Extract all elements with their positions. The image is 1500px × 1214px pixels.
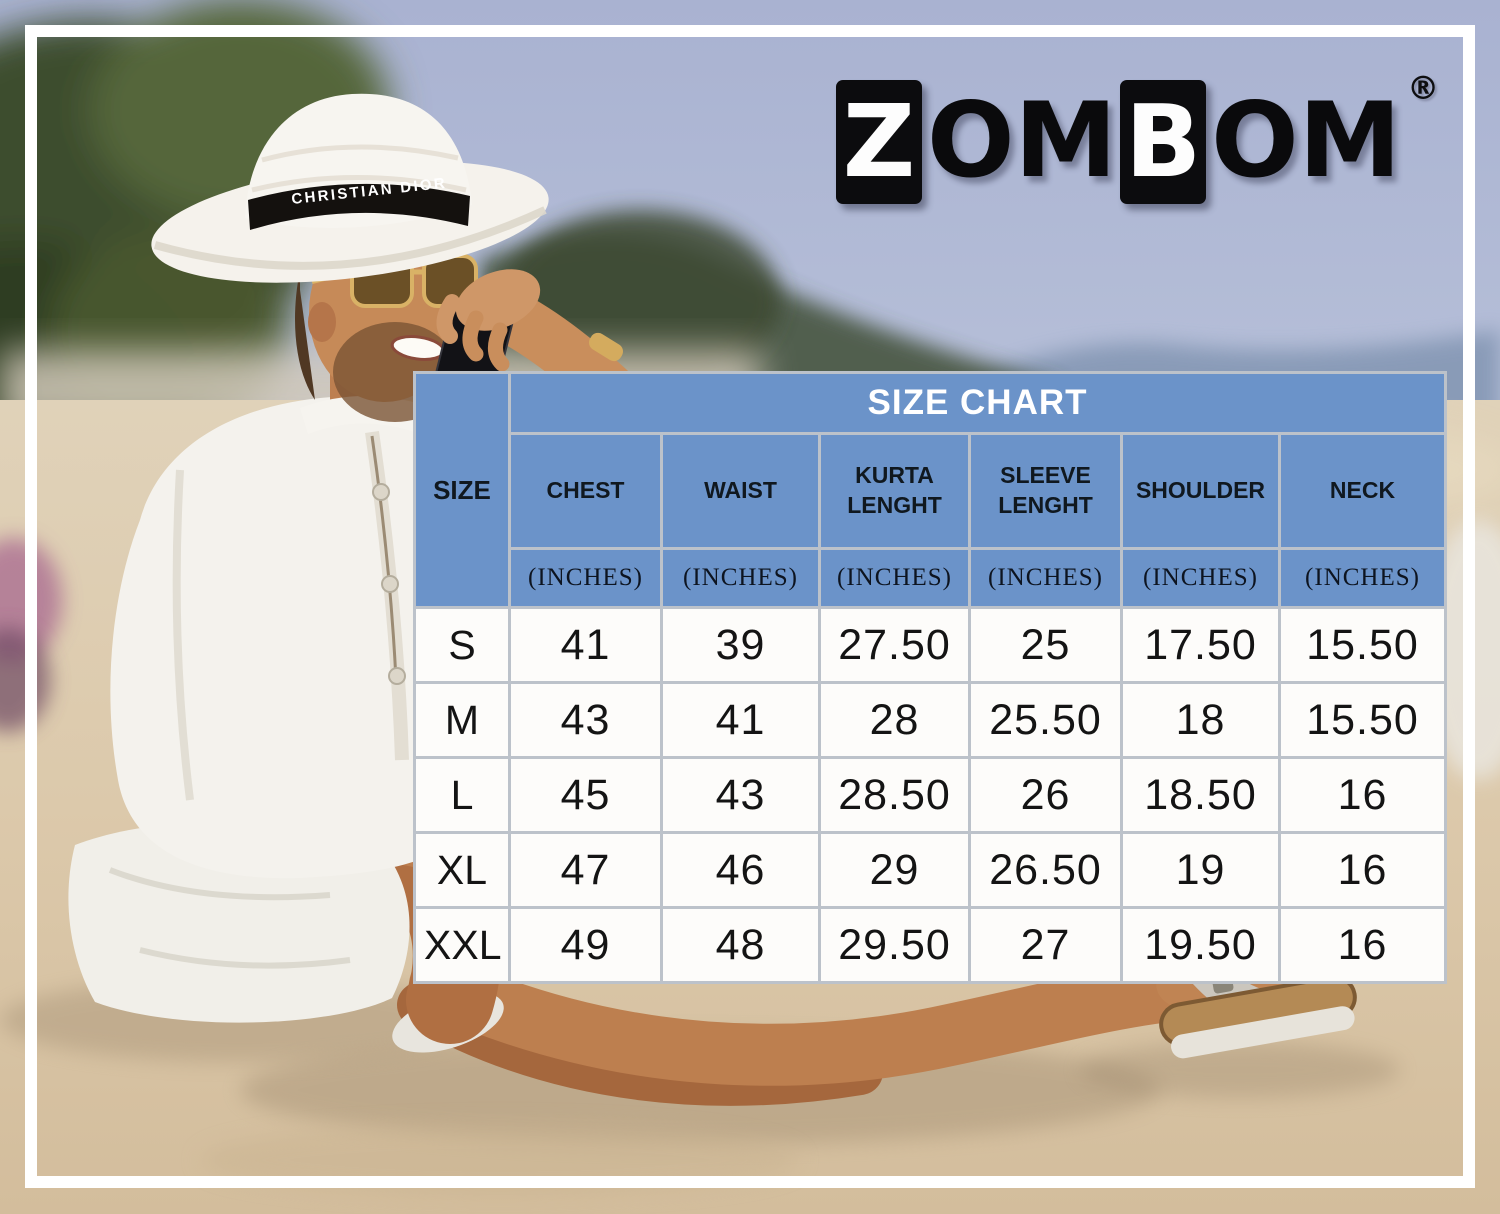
size-row-xxl: XXL 49 48 29.50 27 19.50 16 xyxy=(413,906,1448,984)
size-row-l: L 45 43 28.50 26 18.50 16 xyxy=(413,756,1448,834)
value-cell: 49 xyxy=(508,906,663,984)
value-cell: 28.50 xyxy=(818,756,971,834)
value-cell: 39 xyxy=(660,606,821,684)
placket-line xyxy=(370,435,398,681)
value-cell: 43 xyxy=(660,756,821,834)
value-cell: 47 xyxy=(508,831,663,909)
value-cell: 15.50 xyxy=(1277,606,1448,684)
column-header-neck: NECK xyxy=(1277,432,1448,550)
column-header-chest: CHEST xyxy=(508,432,663,550)
unit-label: (INCHES) xyxy=(660,547,821,609)
value-cell: 19.50 xyxy=(1120,906,1281,984)
logo-letters-om: OM xyxy=(1211,81,1402,201)
size-cell: XXL xyxy=(413,906,511,984)
size-chart-table: SIZE SIZE CHART CHEST WAIST KURTA LENGHT… xyxy=(413,371,1448,984)
size-row-s: S 41 39 27.50 25 17.50 15.50 xyxy=(413,606,1448,684)
column-header-kurta-length: KURTA LENGHT xyxy=(818,432,971,550)
unit-label: (INCHES) xyxy=(1120,547,1281,609)
value-cell: 48 xyxy=(660,906,821,984)
button xyxy=(388,667,406,685)
value-cell: 26 xyxy=(968,756,1123,834)
logo-letter-b-tile: B xyxy=(1120,80,1207,204)
value-cell: 25.50 xyxy=(968,681,1123,759)
value-cell: 26.50 xyxy=(968,831,1123,909)
shorts-folds xyxy=(108,867,351,969)
blurred-object xyxy=(0,628,50,732)
value-cell: 16 xyxy=(1277,906,1448,984)
value-cell: 43 xyxy=(508,681,663,759)
size-column-header: SIZE xyxy=(413,371,511,609)
value-cell: 46 xyxy=(660,831,821,909)
size-cell: S xyxy=(413,606,511,684)
column-header-sleeve-length: SLEEVE LENGHT xyxy=(968,432,1123,550)
logo-letters-om: OM xyxy=(927,81,1118,201)
size-row-xl: XL 47 46 29 26.50 19 16 xyxy=(413,831,1448,909)
hand xyxy=(436,269,541,372)
value-cell: 45 xyxy=(508,756,663,834)
gold-watch xyxy=(588,332,624,362)
sand-shadow xyxy=(1080,1042,1400,1098)
value-cell: 17.50 xyxy=(1120,606,1281,684)
size-cell: XL xyxy=(413,831,511,909)
unit-label: (INCHES) xyxy=(1277,547,1448,609)
hat-band xyxy=(248,183,470,230)
value-cell: 27.50 xyxy=(818,606,971,684)
unit-label: (INCHES) xyxy=(508,547,663,609)
leg xyxy=(409,954,1191,1086)
value-cell: 15.50 xyxy=(1277,681,1448,759)
value-cell: 18.50 xyxy=(1120,756,1281,834)
value-cell: 41 xyxy=(660,681,821,759)
column-header-shoulder: SHOULDER xyxy=(1120,432,1281,550)
straw-hat: CHRISTIAN DIOR xyxy=(151,93,549,283)
button xyxy=(381,575,399,593)
registered-trademark: ® xyxy=(1407,69,1440,107)
value-cell: 18 xyxy=(1120,681,1281,759)
logo-letter-z-tile: Z xyxy=(836,80,922,204)
unit-label: (INCHES) xyxy=(818,547,971,609)
value-cell: 16 xyxy=(1277,831,1448,909)
value-cell: 16 xyxy=(1277,756,1448,834)
hair xyxy=(295,270,315,400)
value-cell: 29 xyxy=(818,831,971,909)
size-cell: L xyxy=(413,756,511,834)
button xyxy=(372,483,390,501)
size-cell: M xyxy=(413,681,511,759)
unit-label: (INCHES) xyxy=(968,547,1123,609)
value-cell: 41 xyxy=(508,606,663,684)
value-cell: 19 xyxy=(1120,831,1281,909)
value-cell: 29.50 xyxy=(818,906,971,984)
size-row-m: M 43 41 28 25.50 18 15.50 xyxy=(413,681,1448,759)
size-chart-title: SIZE CHART xyxy=(507,371,1448,435)
sand-ripple xyxy=(200,1124,800,1196)
brand-logo: Z OM B OM ® xyxy=(835,72,1439,204)
ear xyxy=(308,302,336,342)
value-cell: 25 xyxy=(968,606,1123,684)
value-cell: 28 xyxy=(818,681,971,759)
column-header-waist: WAIST xyxy=(660,432,821,550)
value-cell: 27 xyxy=(968,906,1123,984)
